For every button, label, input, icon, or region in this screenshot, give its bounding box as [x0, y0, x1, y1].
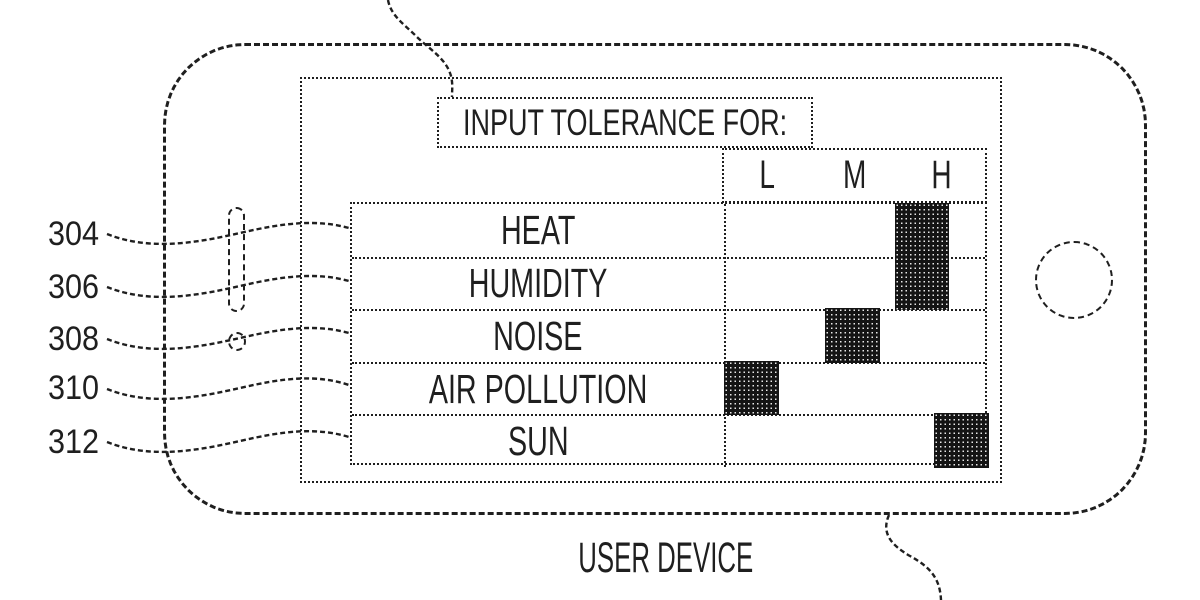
column-header-low: L — [759, 153, 776, 197]
screen-title-box: INPUT TOLERANCE FOR: — [437, 97, 813, 148]
row-label-heat: HEAT — [500, 206, 576, 253]
ref-numeral-304: 304 — [48, 215, 100, 253]
table-row: NOISE — [352, 309, 985, 362]
home-button — [1035, 241, 1113, 319]
screen-title: INPUT TOLERANCE FOR: — [462, 101, 788, 143]
device-caption: USER DEVICE — [578, 534, 754, 582]
tolerance-mark-l — [724, 360, 780, 416]
tolerance-mark-h — [894, 203, 950, 311]
tolerance-table: HEAT HUMIDITY NOISE AIR POLLUTION SUN — [350, 202, 989, 468]
side-button — [228, 332, 246, 351]
volume-rocker — [228, 207, 245, 312]
table-row: HUMIDITY — [352, 256, 985, 310]
row-label-noise: NOISE — [493, 312, 583, 359]
ref-numeral-310: 310 — [48, 369, 100, 407]
tolerance-mark-h — [933, 413, 989, 468]
column-header-medium: M — [842, 153, 867, 197]
column-divider-line — [724, 204, 726, 467]
table-row: HEAT — [352, 204, 985, 257]
table-row: SUN — [352, 414, 985, 467]
row-label-humidity: HUMIDITY — [468, 260, 608, 307]
ref-numeral-312: 312 — [48, 423, 100, 461]
ref-numeral-308: 308 — [48, 320, 100, 358]
squiggle-bottom-connector — [885, 514, 943, 600]
tolerance-mark-m — [824, 308, 881, 363]
table-row: AIR POLLUTION — [352, 361, 985, 415]
column-header-high: H — [931, 153, 952, 197]
ref-numeral-306: 306 — [48, 268, 100, 306]
tolerance-column-headers: L M H — [722, 148, 987, 203]
row-label-sun: SUN — [507, 418, 569, 465]
row-label-air-pollution: AIR POLLUTION — [428, 365, 648, 412]
